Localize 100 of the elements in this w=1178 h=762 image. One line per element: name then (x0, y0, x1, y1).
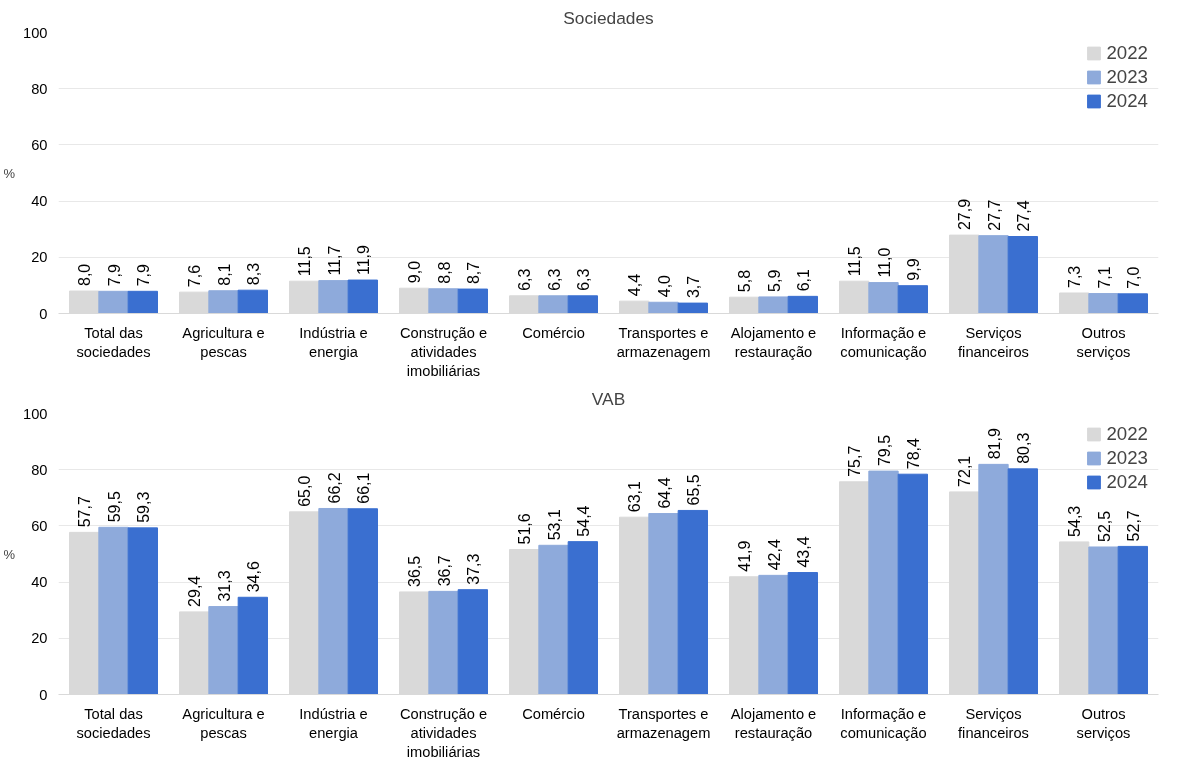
data-label: 6,3 (574, 268, 592, 291)
x-tick-label: Informação e comunicação (840, 705, 927, 741)
data-label: 8,3 (244, 262, 262, 286)
data-label: 6,1 (794, 269, 812, 292)
data-label: 36,7 (435, 555, 453, 587)
data-label: 3,7 (684, 275, 702, 299)
x-tick-label: Construção e atividades imobiliárias (399, 705, 488, 760)
bar (648, 513, 679, 695)
x-tick-label: Comércio (522, 324, 585, 341)
bar (457, 288, 488, 314)
data-label: 4,0 (655, 274, 673, 298)
bar (648, 301, 679, 314)
bar (428, 288, 459, 314)
bar (1007, 468, 1038, 695)
legend-label: 2024 (1106, 471, 1148, 493)
data-label: 52,7 (1124, 510, 1142, 542)
data-label: 72,1 (956, 455, 974, 487)
data-label: 59,5 (105, 491, 123, 523)
x-tick-label: Total das sociedades (76, 705, 151, 741)
bar (758, 574, 789, 695)
bar (787, 572, 818, 695)
bar (208, 606, 239, 695)
y-tick-label: 0 (39, 305, 48, 322)
bar (98, 290, 129, 314)
bar (457, 589, 488, 695)
data-label: 6,3 (545, 268, 563, 291)
y-axis-title: % (3, 546, 16, 562)
bar (347, 508, 378, 695)
bar (677, 302, 708, 314)
data-label: 54,3 (1066, 505, 1084, 537)
legend-label: 2022 (1106, 423, 1148, 445)
data-label: 64,4 (655, 477, 673, 509)
bar (1117, 545, 1148, 695)
data-label: 53,1 (545, 509, 563, 541)
bar (897, 285, 928, 314)
x-tick-label: Outros serviços (1076, 705, 1131, 741)
bar (1088, 293, 1119, 314)
bar (677, 509, 708, 695)
data-label: 7,1 (1095, 266, 1113, 289)
data-label: 11,7 (325, 245, 343, 276)
bar (237, 289, 268, 314)
data-label: 27,4 (1014, 200, 1032, 232)
legend-label: 2023 (1106, 66, 1148, 88)
bar (318, 280, 349, 314)
data-label: 42,4 (765, 539, 783, 571)
data-label: 7,9 (105, 263, 123, 287)
x-tick-label: Informação e comunicação (840, 324, 927, 360)
data-label: 54,4 (574, 505, 592, 537)
y-tick-label: 0 (39, 686, 48, 703)
data-label: 9,0 (406, 260, 424, 284)
bar (127, 527, 158, 695)
data-label: 11,0 (875, 247, 893, 278)
data-label: 7,3 (1066, 265, 1084, 288)
x-tick-label: Agricultura e pescas (182, 705, 265, 741)
data-label: 9,9 (904, 258, 922, 281)
bar (1088, 546, 1119, 695)
data-label: 34,6 (244, 561, 262, 593)
data-label: 5,9 (765, 269, 783, 292)
y-tick-label: 40 (31, 193, 48, 210)
data-label: 65,0 (296, 475, 314, 507)
y-tick-label: 20 (31, 249, 48, 266)
bar (1117, 293, 1148, 314)
bar (538, 295, 569, 314)
bar (538, 544, 569, 695)
data-label: 27,7 (985, 199, 1003, 231)
data-label: 66,1 (354, 472, 372, 504)
bar (98, 526, 129, 695)
data-label: 78,4 (904, 437, 922, 470)
x-tick-label: Comércio (522, 705, 585, 722)
data-label: 29,4 (186, 575, 204, 607)
bar (868, 470, 899, 695)
chart-title: Sociedades (563, 7, 655, 28)
data-label: 7,0 (1124, 266, 1142, 289)
y-axis-title: % (3, 165, 16, 181)
x-tick-label: Serviços financeiros (958, 705, 1029, 741)
y-tick-label: 60 (31, 136, 48, 153)
x-tick-label: Serviços financeiros (958, 324, 1029, 360)
legend-label: 2023 (1106, 447, 1148, 469)
data-label: 52,5 (1095, 510, 1113, 542)
y-tick-label: 60 (31, 517, 48, 534)
data-label: 51,6 (516, 513, 534, 545)
x-tick-label: Outros serviços (1076, 324, 1131, 360)
x-tick-label: Indústria e energia (299, 324, 368, 360)
data-label: 4,4 (626, 273, 644, 297)
data-label: 57,7 (76, 496, 94, 528)
y-tick-label: 20 (31, 630, 48, 647)
data-label: 8,8 (435, 261, 453, 284)
bar (787, 295, 818, 314)
y-tick-label: 80 (31, 80, 48, 97)
data-label: 80,3 (1014, 432, 1032, 464)
y-tick-label: 100 (23, 24, 48, 41)
x-tick-label: Total das sociedades (76, 324, 151, 360)
legend-label: 2022 (1106, 42, 1148, 64)
data-label: 7,6 (186, 264, 204, 288)
data-label: 59,3 (134, 491, 152, 523)
data-label: 66,2 (325, 472, 343, 504)
data-label: 8,7 (464, 261, 482, 285)
data-label: 5,8 (736, 269, 754, 293)
data-label: 11,5 (846, 246, 864, 277)
data-label: 8,0 (76, 263, 94, 287)
